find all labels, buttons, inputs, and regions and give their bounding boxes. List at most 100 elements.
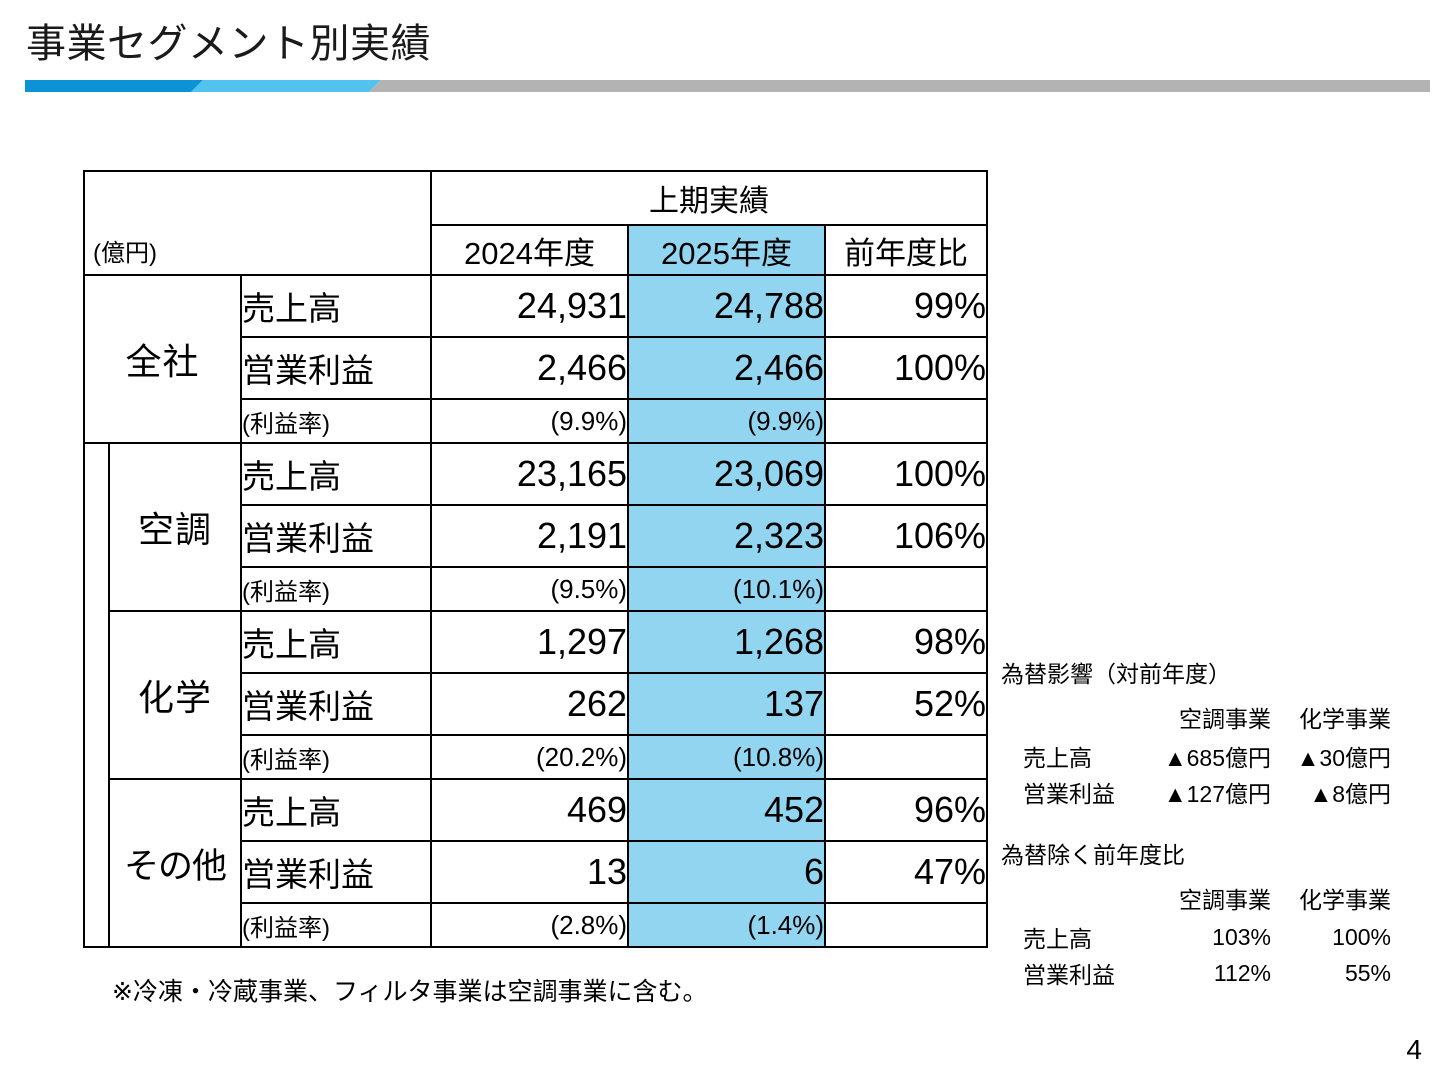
annotation-fx-row-label-oi: 営業利益 — [1023, 781, 1115, 807]
cell-sonota-margin-yoy — [824, 903, 989, 948]
cell-kuchou-margin-yoy — [824, 567, 989, 612]
item-label-operating-income: 営業利益 — [239, 840, 433, 904]
accent-segment-light-blue — [191, 80, 381, 92]
cell-zensha-oi-fy2024: 2,466 — [430, 336, 630, 400]
table-row: 化学 売上高 1,297 1,268 98% — [84, 610, 989, 780]
table-row: 売上高 ▲685億円 ▲30億円 — [1001, 738, 1391, 774]
cell-zensha-sales-fy2025: 24,788 — [627, 274, 827, 338]
accent-segment-dark-blue — [25, 80, 203, 92]
cell-zensha-margin-yoy — [824, 399, 989, 444]
segment-gutter — [83, 442, 110, 948]
table-footnote: ※冷凍・冷蔵事業、フィルタ事業は空調事業に含む。 — [112, 978, 708, 1006]
title-accent-rule — [25, 80, 1430, 92]
item-label-sales: 売上高 — [239, 442, 433, 506]
annotation-exfx-col-air: 空調事業 — [1179, 887, 1271, 913]
table-row: 営業利益 2,466 2,466 100% — [84, 336, 989, 400]
cell-sonota-margin-fy2025: (1.4%) — [627, 903, 827, 948]
table-row: 空調事業 化学事業 — [1001, 699, 1391, 738]
annotation-fx-impact-table: 空調事業 化学事業 売上高 ▲685億円 ▲30億円 営業利益 ▲127億円 ▲… — [1001, 699, 1391, 810]
table-row: (利益率) (9.9%) (9.9%) — [84, 399, 989, 444]
cell-sonota-oi-yoy: 47% — [824, 840, 989, 904]
cell-zensha-sales-fy2024: 24,931 — [430, 274, 630, 338]
unit-cell: (億円) — [82, 170, 433, 275]
item-label-sales: 売上高 — [239, 778, 433, 842]
item-label-operating-income: 営業利益 — [239, 336, 433, 400]
table-row: 営業利益 13 6 47% — [84, 840, 989, 904]
cell-zensha-margin-fy2025: (9.9%) — [627, 399, 827, 444]
table-row: 空調 売上高 23,165 23,069 100% — [83, 442, 989, 948]
cell-zensha-margin-fy2024: (9.9%) — [430, 399, 630, 444]
unit-label: (億円) — [93, 240, 157, 267]
annotation-fx-sales-chem: ▲30億円 — [1296, 745, 1391, 771]
table-row: 空調事業 化学事業 — [1001, 880, 1391, 919]
segment-name-kagaku: 化学 — [108, 610, 242, 780]
table-row: (利益率) (20.2%) (10.8%) — [84, 735, 989, 780]
cell-sonota-oi-fy2025: 6 — [627, 840, 827, 904]
segment-name-sonota: その他 — [108, 778, 242, 948]
page-number: 4 — [1406, 1034, 1422, 1065]
table-row: (利益率) (2.8%) (1.4%) — [84, 903, 989, 948]
cell-zensha-oi-yoy: 100% — [824, 336, 989, 400]
cell-sonota-oi-fy2024: 13 — [430, 840, 630, 904]
annotation-exfx-col-chem: 化学事業 — [1299, 887, 1391, 913]
column-header-fy2025: 2025年度 — [627, 224, 827, 276]
accent-segment-gray — [369, 80, 1430, 92]
cell-zensha-oi-fy2025: 2,466 — [627, 336, 827, 400]
annotation-fx-impact-title: 為替影響（対前年度） — [1001, 661, 1231, 687]
table-header-row-columns: 2024年度 2025年度 前年度比 — [84, 224, 989, 276]
annotation-exfx-empty-corner — [1001, 880, 1131, 919]
annotation-fx-row-label-sales: 売上高 — [1023, 745, 1092, 771]
page-title: 事業セグメント別実績 — [26, 22, 431, 66]
item-label-margin: (利益率) — [239, 903, 433, 948]
item-label-margin: (利益率) — [239, 735, 433, 780]
annotation-exfx-row-label-oi: 営業利益 — [1023, 962, 1115, 988]
cell-kuchou-margin-fy2025: (10.1%) — [627, 567, 827, 612]
column-header-yoy: 前年度比 — [824, 224, 989, 276]
table-row: 営業利益 262 137 52% — [84, 672, 989, 736]
annotation-fx-oi-chem: ▲8億円 — [1309, 781, 1391, 807]
column-header-fy2024: 2024年度 — [430, 224, 630, 276]
item-label-operating-income: 営業利益 — [239, 672, 433, 736]
annotation-exfx-sales-chem: 100% — [1332, 923, 1391, 950]
annotation-fx-col-air: 空調事業 — [1179, 706, 1271, 732]
cell-kagaku-margin-yoy — [824, 735, 989, 780]
annotation-ex-fx-title: 為替除く前年度比 — [1001, 842, 1185, 868]
item-label-margin: (利益率) — [239, 399, 433, 444]
item-label-sales: 売上高 — [239, 610, 433, 674]
table-row: 売上高 103% 100% — [1001, 919, 1391, 955]
annotation-ex-fx-table: 空調事業 化学事業 売上高 103% 100% 営業利益 112% 55% — [1001, 880, 1391, 991]
table-row: 全社 売上高 24,931 24,788 99% — [83, 274, 989, 444]
cell-kuchou-oi-fy2025: 2,323 — [627, 504, 827, 568]
cell-kuchou-oi-yoy: 106% — [824, 504, 989, 568]
item-label-margin: (利益率) — [239, 567, 433, 612]
cell-kuchou-sales-fy2025: 23,069 — [627, 442, 827, 506]
annotation-fx-sales-air: ▲685億円 — [1163, 745, 1271, 771]
annotation-fx-impact: 為替影響（対前年度） 空調事業 化学事業 売上高 ▲685億円 ▲30億円 営業… — [1001, 655, 1391, 810]
annotation-fx-oi-air: ▲127億円 — [1163, 781, 1271, 807]
annotation-fx-col-chem: 化学事業 — [1299, 706, 1391, 732]
cell-sonota-sales-fy2024: 469 — [430, 778, 630, 842]
table-header-row-period: (億円) 上期実績 — [82, 170, 989, 275]
cell-kagaku-margin-fy2024: (20.2%) — [430, 735, 630, 780]
cell-kagaku-oi-fy2025: 137 — [627, 672, 827, 736]
cell-kagaku-margin-fy2025: (10.8%) — [627, 735, 827, 780]
annotation-ex-fx: 為替除く前年度比 空調事業 化学事業 売上高 103% 100% 営業利益 11… — [1001, 836, 1391, 991]
segment-name-zensha: 全社 — [83, 274, 242, 444]
cell-kagaku-sales-fy2025: 1,268 — [627, 610, 827, 674]
annotation-fx-empty-corner — [1001, 699, 1131, 738]
segment-results-table: (億円) 上期実績 2024年度 2025年度 前年度比 全社 売上高 24,9… — [82, 170, 989, 948]
cell-kuchou-oi-fy2024: 2,191 — [430, 504, 630, 568]
cell-sonota-sales-fy2025: 452 — [627, 778, 827, 842]
table-row: 営業利益 ▲127億円 ▲8億円 — [1001, 774, 1391, 810]
cell-kagaku-oi-yoy: 52% — [824, 672, 989, 736]
cell-kagaku-oi-fy2024: 262 — [430, 672, 630, 736]
table-row: (利益率) (9.5%) (10.1%) — [84, 567, 989, 612]
table-row: 営業利益 2,191 2,323 106% — [84, 504, 989, 568]
item-label-operating-income: 営業利益 — [239, 504, 433, 568]
annotation-exfx-row-label-sales: 売上高 — [1023, 926, 1092, 952]
cell-kuchou-sales-yoy: 100% — [824, 442, 989, 506]
cell-zensha-sales-yoy: 99% — [824, 274, 989, 338]
cell-kuchou-sales-fy2024: 23,165 — [430, 442, 630, 506]
period-header: 上期実績 — [430, 170, 989, 226]
annotation-exfx-sales-air: 103% — [1212, 923, 1271, 950]
